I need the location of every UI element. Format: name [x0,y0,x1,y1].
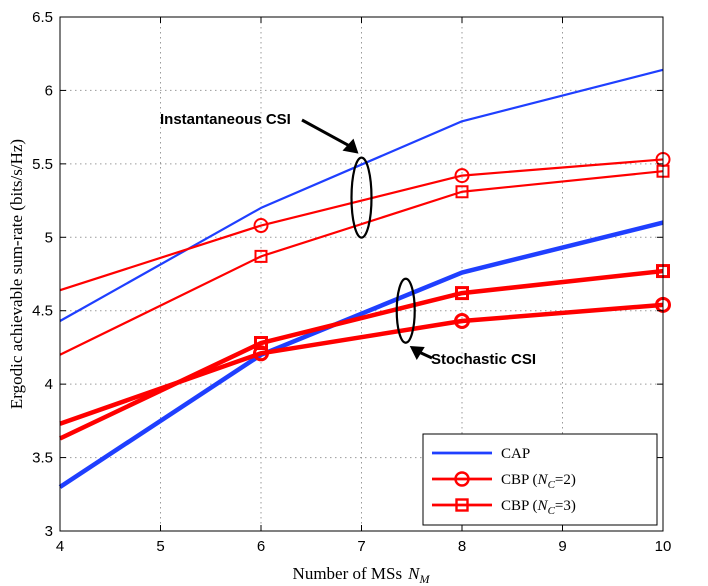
y-tick-label: 5.5 [32,156,53,173]
x-axis-title-subscript: M [418,572,430,586]
x-tick-label: 4 [56,538,64,555]
annotation-ellipse [350,156,373,239]
legend-label-text: CBP ( [501,498,538,514]
axis-ticks: 4 5 6 7 8 9 10 3 3.5 4 4.5 5 5.5 6 6.5 [32,9,671,555]
data-point-circle [253,345,269,362]
annotation-arrow-shaft [301,118,354,149]
series-line [58,220,664,489]
series-line [59,268,664,441]
annotation-arrow-head [342,138,359,154]
legend-marker-circle [454,471,470,487]
x-tick-label: 6 [257,538,265,555]
data-point-circle [454,312,470,329]
legend-label-tail: =2) [555,472,576,488]
x-tick-label: 5 [156,538,164,555]
data-point-circle [454,168,470,184]
legend-label-symbol: N [537,498,549,514]
legend-label: CBP (NC=3) [501,498,576,517]
y-tick-label: 5 [45,229,53,246]
annotation-ellipse [395,277,416,344]
series-5 [59,264,670,441]
x-axis-title-symbol: N [407,564,421,583]
x-axis-title: Number of MSs NM [293,564,431,586]
data-point-square [455,286,469,301]
x-axis-title-text: Number of MSs [293,564,403,583]
data-point-square [254,249,268,263]
y-tick-label: 4.5 [32,303,53,320]
series-3 [58,220,664,489]
legend-entry-1: CBP (NC=2) [432,471,576,491]
series-0 [59,68,664,322]
y-tick-label: 3.5 [32,450,53,467]
y-axis-title: Ergodic achievable sum-rate (bits/s/Hz) [7,139,26,409]
x-tick-label: 7 [357,538,365,555]
data-point-circle [253,218,269,234]
annotation-label: Stochastic CSI [431,351,536,368]
legend-label-symbol: N [537,472,549,488]
data-point-square [254,336,268,351]
legend-entry-2: CBP (NC=3) [432,498,576,517]
annotation-label: Instantaneous CSI [160,111,291,128]
data-point-square [455,185,469,199]
legend-entry-0: CAP [432,446,530,462]
legend-label-tail: =3) [555,498,576,514]
y-tick-label: 6 [45,82,53,99]
legend-label-text: CBP ( [501,472,538,488]
x-tick-label: 10 [655,538,672,555]
y-tick-label: 4 [45,376,53,393]
annotation-arrow-head [409,345,425,360]
legend-marker-square [455,498,469,512]
legend-label-subscript: C [548,479,556,491]
y-tick-label: 6.5 [32,9,53,26]
series-line [59,170,664,356]
series-line [59,158,664,292]
annotations: Instantaneous CSI Stochastic CSI [160,111,536,368]
x-tick-label: 8 [458,538,466,555]
legend-label: CAP [501,446,530,462]
y-tick-label: 3 [45,523,53,540]
legend-label: CBP (NC=2) [501,472,576,491]
series-group [58,68,671,489]
legend-label-subscript: C [548,505,556,517]
x-tick-label: 9 [558,538,566,555]
series-line [59,68,664,322]
legend-label-text: CAP [501,446,530,462]
